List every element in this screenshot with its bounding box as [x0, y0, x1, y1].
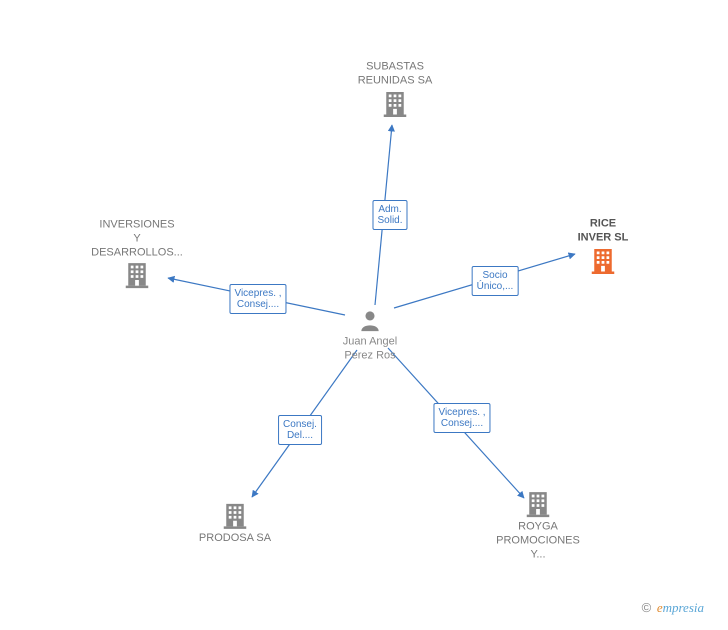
company-node[interactable]: PRODOSA SA: [180, 500, 290, 546]
building-icon: [380, 88, 410, 118]
edge-label: Vicepres. , Consej....: [433, 403, 490, 433]
building-icon: [523, 488, 553, 518]
building-icon: [220, 500, 250, 530]
edge-label: Vicepres. , Consej....: [229, 284, 286, 314]
building-icon: [588, 245, 618, 275]
company-node[interactable]: SUBASTAS REUNIDAS SA: [340, 58, 450, 118]
company-label: ROYGA PROMOCIONES Y...: [483, 520, 593, 561]
edge-label: Adm. Solid.: [372, 200, 407, 230]
building-icon: [122, 260, 152, 290]
company-node[interactable]: ROYGA PROMOCIONES Y...: [483, 488, 593, 561]
center-label: Juan Angel Perez Ros: [315, 335, 425, 363]
company-label: SUBASTAS REUNIDAS SA: [340, 60, 450, 88]
company-label: PRODOSA SA: [180, 532, 290, 546]
edge-label: Consej. Del....: [278, 415, 322, 445]
diagram-canvas: { "diagram": { "type": "network", "canva…: [0, 0, 728, 630]
company-label: INVERSIONES Y DESARROLLOS...: [82, 218, 192, 259]
company-node[interactable]: INVERSIONES Y DESARROLLOS...: [82, 216, 192, 289]
watermark: © empresia: [642, 600, 704, 616]
company-label: RICE INVER SL: [548, 217, 658, 245]
company-node[interactable]: RICE INVER SL: [548, 215, 658, 275]
brand-name: empresia: [657, 600, 704, 615]
edge-label: Socio Único,...: [472, 266, 519, 296]
person-icon: [357, 307, 383, 333]
copyright-symbol: ©: [642, 600, 652, 615]
center-node[interactable]: Juan Angel Perez Ros: [315, 307, 425, 363]
